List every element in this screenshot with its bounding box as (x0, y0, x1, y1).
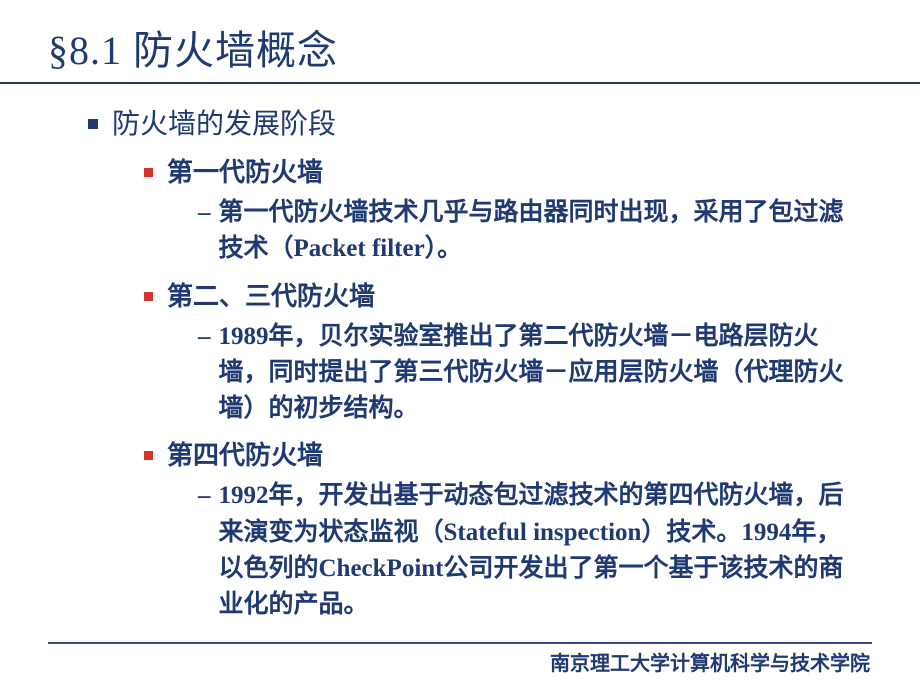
square-bullet-blue-icon (88, 119, 98, 129)
footer-divider (48, 642, 872, 644)
l3-text: 1989年，贝尔实验室推出了第二代防火墙－电路层防火墙，同时提出了第三代防火墙－… (219, 319, 853, 428)
bullet-level3: – 1992年，开发出基于动态包过滤技术的第四代防火墙，后来演变为状态监视（St… (198, 478, 852, 623)
bullet-level1: 防火墙的发展阶段 (88, 102, 872, 142)
slide-container: §8.1 防火墙概念 防火墙的发展阶段 第一代防火墙 – 第一代防火墙技术几乎与… (0, 0, 920, 690)
bullet-level2: 第四代防火墙 (144, 435, 872, 472)
dash-icon: – (198, 195, 211, 231)
l2-text: 第二、三代防火墙 (167, 276, 375, 313)
title-underline (0, 82, 920, 84)
bullet-level3: – 1989年，贝尔实验室推出了第二代防火墙－电路层防火墙，同时提出了第三代防火… (198, 319, 852, 428)
l3-text: 1992年，开发出基于动态包过滤技术的第四代防火墙，后来演变为状态监视（Stat… (219, 478, 853, 623)
bullet-level2: 第二、三代防火墙 (144, 276, 872, 313)
l3-text: 第一代防火墙技术几乎与路由器同时出现，采用了包过滤技术（Packet filte… (219, 195, 853, 268)
dash-icon: – (198, 319, 211, 355)
square-bullet-red-icon (144, 292, 153, 301)
slide-title: §8.1 防火墙概念 (48, 18, 872, 76)
l2-text: 第一代防火墙 (167, 152, 323, 189)
footer-text: 南京理工大学计算机科学与技术学院 (550, 647, 870, 676)
l2-text: 第四代防火墙 (167, 435, 323, 472)
l1-text: 防火墙的发展阶段 (112, 102, 336, 142)
square-bullet-red-icon (144, 451, 153, 460)
dash-icon: – (198, 478, 211, 514)
bullet-level3: – 第一代防火墙技术几乎与路由器同时出现，采用了包过滤技术（Packet fil… (198, 195, 852, 268)
bullet-level2: 第一代防火墙 (144, 152, 872, 189)
square-bullet-red-icon (144, 168, 153, 177)
